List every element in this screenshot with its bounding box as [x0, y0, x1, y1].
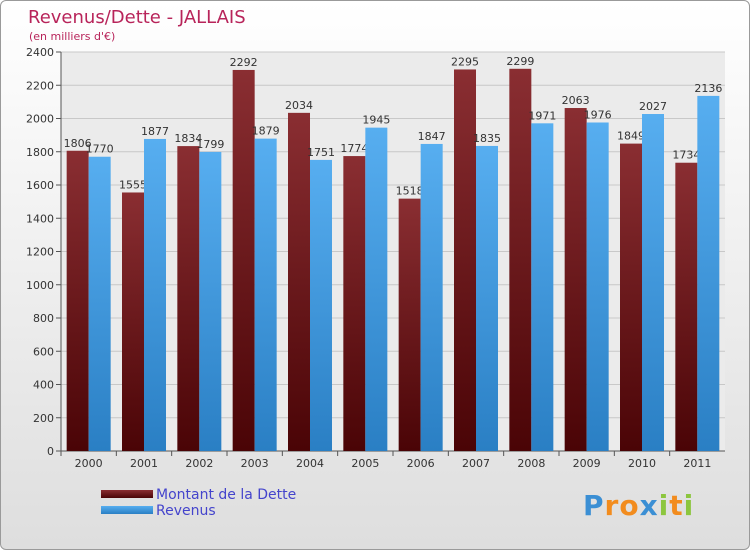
bar-dette [620, 143, 642, 451]
x-tick-label: 2001 [130, 457, 158, 470]
y-tick-label: 2000 [26, 113, 54, 126]
data-label: 2136 [694, 82, 722, 95]
legend-label-dette: Montant de la Dette [156, 487, 297, 503]
x-tick-label: 2000 [75, 457, 103, 470]
y-tick-label: 1800 [26, 146, 54, 159]
data-label: 1879 [252, 125, 280, 138]
logo-letter: x [639, 489, 659, 522]
data-label: 1847 [418, 130, 446, 143]
y-tick-label: 0 [47, 445, 54, 458]
data-label: 2299 [506, 55, 534, 68]
bar-revenus [697, 95, 720, 451]
data-label: 1734 [672, 149, 700, 162]
bar-dette [398, 198, 421, 451]
data-label: 1971 [528, 109, 556, 122]
y-tick-label: 200 [33, 412, 54, 425]
logo-letter: i [658, 489, 670, 522]
bar-dette [675, 162, 698, 451]
bar-dette [343, 156, 366, 451]
y-tick-label: 1200 [26, 246, 54, 259]
bar-dette [509, 68, 532, 451]
data-label: 1849 [617, 130, 645, 143]
bar-revenus [199, 151, 222, 451]
x-tick-label: 2005 [351, 457, 379, 470]
bar-revenus [531, 123, 554, 451]
x-tick-label: 2009 [573, 457, 601, 470]
logo-letter: o [619, 489, 640, 522]
data-label: 1806 [64, 137, 92, 150]
y-tick-label: 1600 [26, 179, 54, 192]
bar-dette [454, 69, 476, 452]
bar-dette [288, 112, 310, 451]
data-label: 1774 [340, 142, 368, 155]
bar-revenus [586, 122, 609, 452]
data-label: 1945 [362, 114, 390, 127]
bar-revenus [144, 138, 166, 452]
x-tick-label: 2007 [462, 457, 490, 470]
bar-revenus [310, 159, 332, 452]
chart-subtitle: (en milliers d'€) [29, 30, 116, 43]
logo-letter: r [604, 489, 620, 522]
y-tick-label: 400 [33, 379, 54, 392]
data-label: 1751 [307, 146, 335, 159]
bar-dette [122, 192, 144, 451]
data-label: 1834 [174, 132, 202, 145]
legend-label-revenus: Revenus [156, 503, 216, 519]
bar-dette [232, 69, 255, 451]
x-tick-label: 2004 [296, 457, 324, 470]
data-label: 1877 [141, 125, 169, 138]
x-tick-label: 2003 [241, 457, 269, 470]
x-tick-label: 2002 [185, 457, 213, 470]
bar-revenus [420, 143, 443, 451]
bar-revenus [254, 138, 277, 451]
y-tick-label: 2400 [26, 46, 54, 59]
chart-title: Revenus/Dette - JALLAIS [28, 7, 246, 28]
logo-letter: t [669, 489, 684, 522]
data-label: 1799 [196, 138, 224, 151]
x-tick-label: 2011 [683, 457, 711, 470]
data-label: 1555 [119, 178, 147, 191]
proxiti-logo: Proxiti [583, 489, 694, 522]
bar-revenus [365, 127, 388, 452]
data-label: 1518 [396, 185, 424, 198]
bar-revenus [642, 114, 664, 451]
y-tick-label: 2200 [26, 79, 54, 92]
bar-revenus [476, 145, 498, 451]
bar-revenus [88, 156, 111, 452]
data-label: 2034 [285, 99, 313, 112]
x-tick-label: 2010 [628, 457, 656, 470]
bar-dette [177, 146, 200, 451]
y-tick-label: 1000 [26, 279, 54, 292]
data-label: 2063 [562, 94, 590, 107]
data-label: 1770 [86, 143, 114, 156]
legend-swatch-revenus [101, 506, 153, 514]
data-label: 2295 [451, 55, 479, 68]
logo-letter: P [583, 489, 605, 522]
legend-swatch-dette [101, 490, 153, 498]
data-label: 1835 [473, 132, 501, 145]
logo-letter: i [683, 489, 695, 522]
y-tick-label: 600 [33, 345, 54, 358]
x-tick-label: 2006 [407, 457, 435, 470]
y-tick-label: 800 [33, 312, 54, 325]
bar-dette [564, 108, 587, 452]
data-label: 2027 [639, 100, 667, 113]
x-tick-label: 2008 [517, 457, 545, 470]
y-tick-label: 1400 [26, 212, 54, 225]
data-label: 2292 [230, 56, 258, 69]
data-label: 1976 [584, 108, 612, 121]
bar-dette [66, 150, 89, 451]
